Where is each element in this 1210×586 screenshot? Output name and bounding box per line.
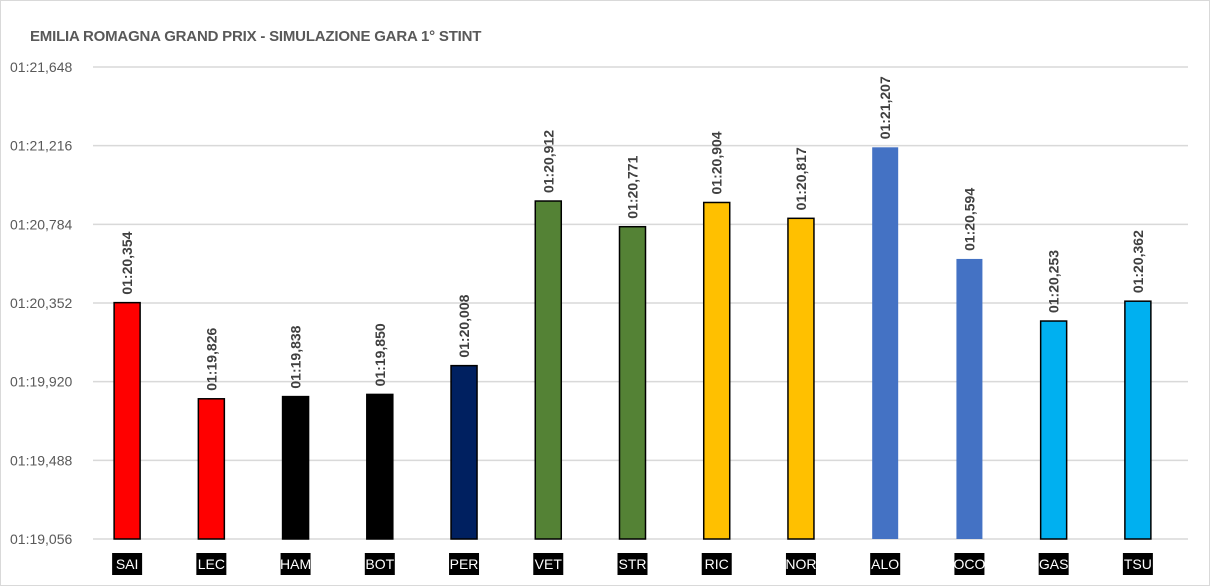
category-label: RIC <box>705 556 729 572</box>
bar-alo <box>872 147 899 540</box>
data-label: 01:20,354 <box>119 231 135 294</box>
y-tick-label: 01:19,056 <box>10 531 72 547</box>
category-label-bg <box>701 553 732 575</box>
category-label-bg <box>1038 553 1069 575</box>
bar-lec <box>197 398 226 540</box>
y-tick-label: 01:21,648 <box>10 59 72 75</box>
category-label-bg <box>954 553 985 575</box>
data-label: 01:20,817 <box>793 147 809 210</box>
y-tick-label: 01:20,784 <box>10 216 72 232</box>
category-label: BOT <box>365 556 394 572</box>
category-label: PER <box>450 556 479 572</box>
bar-bot <box>366 393 394 540</box>
bar-str <box>618 225 647 540</box>
data-label: 01:20,008 <box>456 294 472 357</box>
category-label-bg <box>785 553 816 575</box>
data-label: 01:19,826 <box>203 328 219 391</box>
category-label-bg <box>364 553 395 575</box>
bar-gas <box>1039 320 1068 540</box>
data-label: 01:19,838 <box>288 325 304 388</box>
bar-sai <box>113 301 141 540</box>
y-tick-label: 01:19,488 <box>10 452 72 468</box>
bar-ric <box>702 201 731 540</box>
data-label: 01:20,253 <box>1046 250 1062 313</box>
data-label: 01:20,362 <box>1130 230 1146 293</box>
data-label: 01:21,207 <box>877 76 893 139</box>
category-label: VET <box>535 556 563 572</box>
y-tick-label: 01:21,216 <box>10 138 72 154</box>
category-label: OCO <box>953 556 985 572</box>
bar-tsu <box>1124 300 1152 540</box>
bar-ham <box>281 395 310 540</box>
data-label: 01:20,904 <box>709 131 725 194</box>
category-label-bg <box>280 553 311 575</box>
category-label: HAM <box>280 556 311 572</box>
bar-vet <box>534 200 563 540</box>
data-label: 01:20,771 <box>625 155 641 218</box>
data-label: 01:20,594 <box>961 188 977 251</box>
category-label: TSU <box>1124 556 1152 572</box>
category-label: STR <box>619 556 647 572</box>
category-label-bg <box>870 553 901 575</box>
category-label: GAS <box>1039 556 1069 572</box>
bar-nor <box>787 217 815 540</box>
category-label-bg <box>533 553 564 575</box>
category-label-bg <box>449 553 480 575</box>
data-label: 01:19,850 <box>372 323 388 386</box>
category-label-bg <box>1122 553 1153 575</box>
category-label: LEC <box>198 556 225 572</box>
data-label: 01:20,912 <box>540 130 556 193</box>
category-label: ALO <box>871 556 899 572</box>
bar-per <box>450 364 478 540</box>
category-label-bg <box>112 553 143 575</box>
bar-oco <box>956 258 983 539</box>
chart-title: EMILIA ROMAGNA GRAND PRIX - SIMULAZIONE … <box>30 28 482 45</box>
category-label: SAI <box>116 556 139 572</box>
y-tick-label: 01:20,352 <box>10 295 72 311</box>
category-label-bg <box>196 553 227 575</box>
y-tick-label: 01:19,920 <box>10 374 72 390</box>
category-label-bg <box>617 553 648 575</box>
category-label: NOR <box>785 556 816 572</box>
